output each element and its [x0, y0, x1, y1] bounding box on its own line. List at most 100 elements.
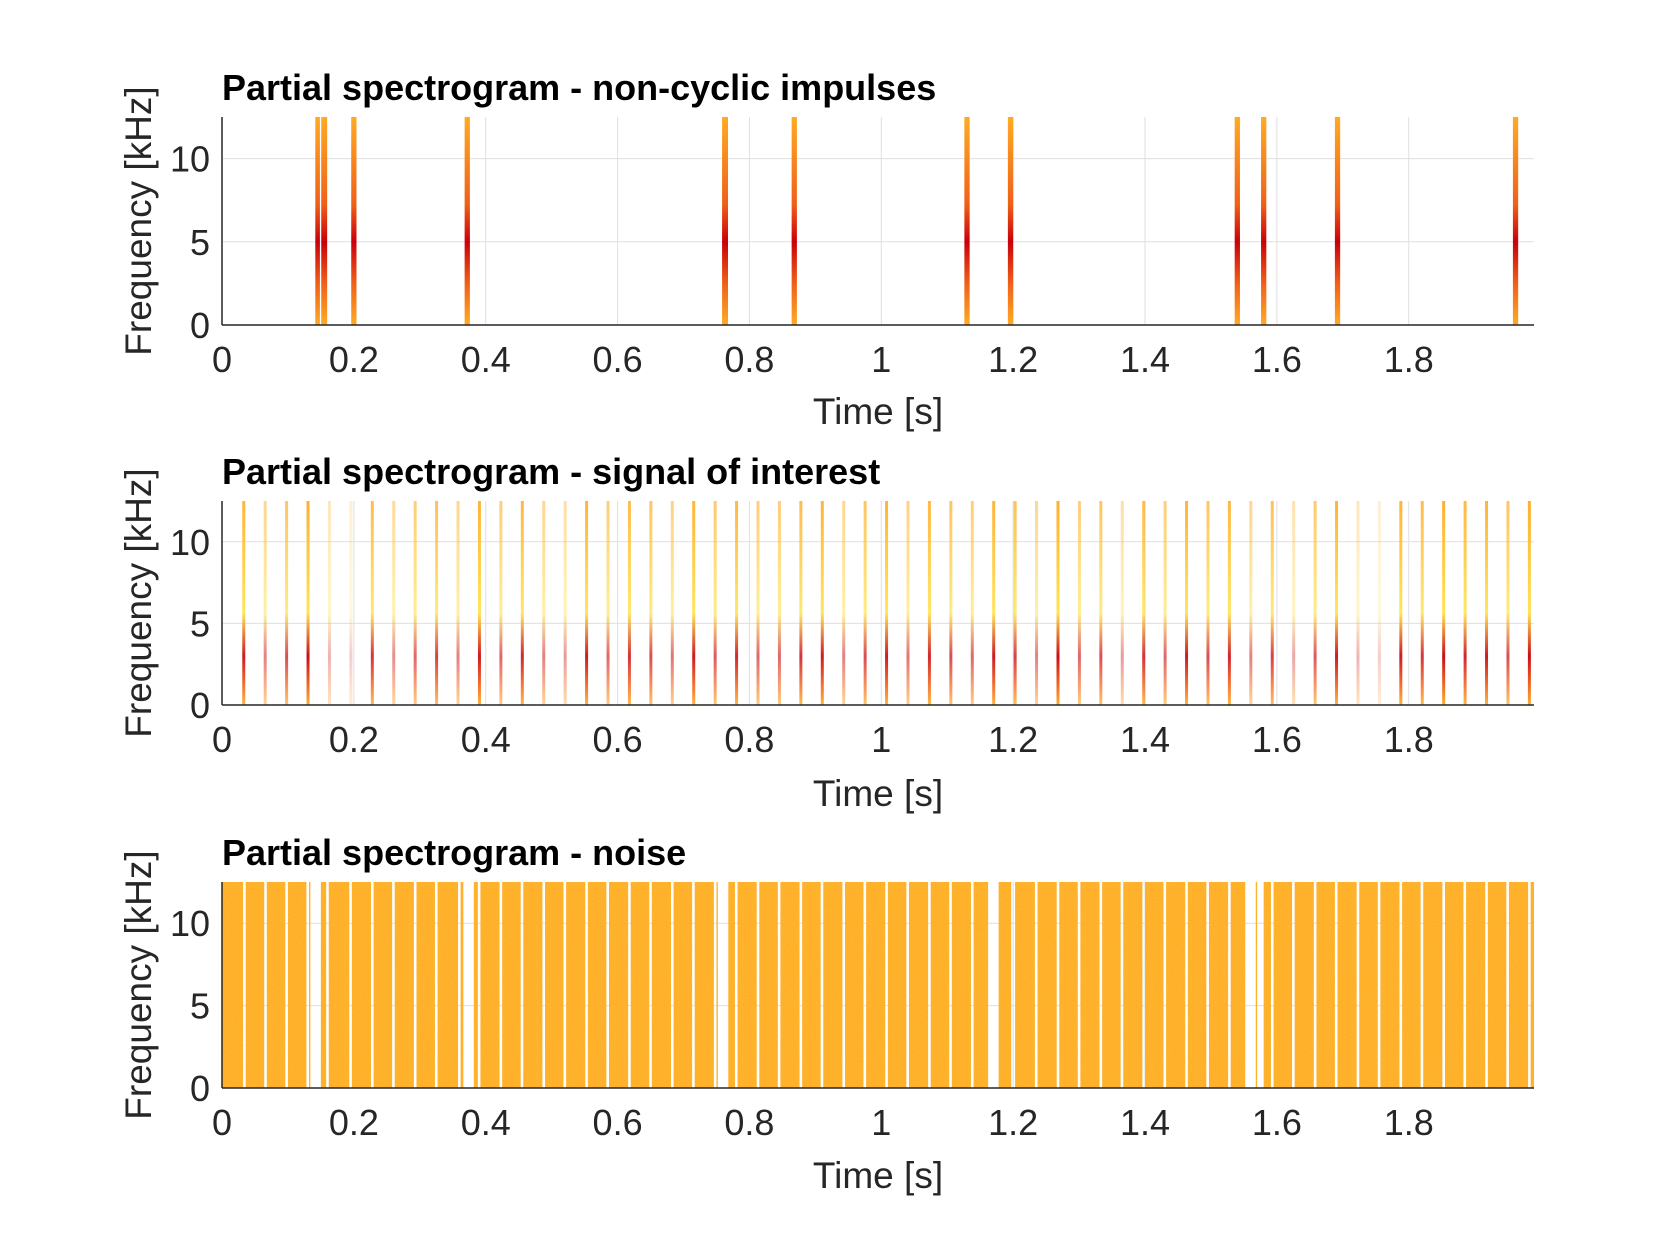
signal-pulse: [392, 501, 396, 705]
signal-pulse: [520, 501, 524, 705]
noise-texture: [1337, 882, 1357, 1088]
noise-texture: [802, 882, 821, 1088]
signal-pulse: [1442, 501, 1446, 705]
signal-pulse: [756, 501, 760, 705]
noise-texture: [1037, 882, 1057, 1088]
noise-texture: [1263, 882, 1271, 1088]
impulse-band: [964, 117, 970, 325]
x-tick-label: 0: [212, 1102, 232, 1143]
x-tick-label: 0.4: [461, 339, 511, 380]
noise-segment: [1230, 882, 1246, 1088]
noise-texture: [716, 882, 718, 1088]
x-axis-label: Time [s]: [813, 391, 943, 432]
x-tick-label: 0: [212, 339, 232, 380]
x-axis-label: Time [s]: [813, 773, 943, 814]
noise-segment: [1123, 882, 1143, 1088]
x-tick-label: 1.8: [1384, 1102, 1434, 1143]
noise-segment: [1423, 882, 1443, 1088]
signal-pulse: [1227, 501, 1231, 705]
signal-pulse: [499, 501, 503, 705]
noise-texture: [930, 882, 950, 1088]
signal-pulse: [627, 501, 631, 705]
noise-segment: [728, 882, 735, 1088]
noise-texture: [780, 882, 800, 1088]
noise-segment: [287, 882, 307, 1088]
signal-pulse: [585, 501, 589, 705]
noise-texture: [523, 882, 543, 1088]
noise-texture: [309, 882, 311, 1088]
noise-texture: [1145, 882, 1164, 1088]
signal-pulse: [285, 501, 289, 705]
noise-texture: [473, 882, 478, 1088]
signal-pulse: [1185, 501, 1189, 705]
noise-segment: [1380, 882, 1400, 1088]
x-axis-label: Time [s]: [813, 1155, 943, 1196]
y-axis-label: Frequency [kHz]: [118, 850, 159, 1119]
noise-segment: [587, 882, 607, 1088]
signal-pulse: [927, 501, 931, 705]
x-tick-label: 1.4: [1120, 339, 1170, 380]
noise-segment: [222, 882, 244, 1088]
noise-texture: [1380, 882, 1400, 1088]
noise-segment: [930, 882, 950, 1088]
noise-segment: [1059, 882, 1078, 1088]
noise-segment: [1337, 882, 1357, 1088]
signal-pulse: [306, 501, 310, 705]
noise-segment: [973, 882, 989, 1088]
noise-texture: [1208, 882, 1229, 1088]
impulse-band: [315, 117, 320, 325]
noise-texture: [266, 882, 286, 1088]
noise-segment: [1294, 882, 1314, 1088]
noise-texture: [1530, 882, 1534, 1088]
noise-segment: [845, 882, 864, 1088]
noise-segment: [694, 882, 714, 1088]
noise-segment: [1273, 882, 1293, 1088]
y-tick-labels: 0 5 10: [170, 522, 210, 726]
x-tick-label: 0: [212, 719, 232, 760]
noise-segment: [1508, 882, 1529, 1088]
signal-pulse: [1120, 501, 1124, 705]
x-tick-label: 0.8: [724, 339, 774, 380]
signal-pulse: [1527, 501, 1531, 705]
x-tick-label: 1.2: [988, 719, 1038, 760]
x-tick-labels: 0 0.2 0.4 0.6 0.8 1 1.2 1.4 1.6 1.8: [212, 339, 1434, 380]
y-tick-label: 0: [190, 305, 210, 346]
noise-segment: [437, 882, 459, 1088]
noise-segment: [802, 882, 821, 1088]
x-tick-label: 1: [871, 719, 891, 760]
noise-segment: [373, 882, 393, 1088]
signal-pulse: [670, 501, 674, 705]
signal-pulse: [1249, 501, 1253, 705]
x-tick-label: 0.4: [461, 1102, 511, 1143]
spectrogram-image: [315, 117, 1519, 325]
spectrogram-image: [242, 501, 1531, 705]
noise-segment: [1263, 882, 1271, 1088]
signal-pulse: [970, 501, 974, 705]
y-tick-label: 5: [190, 603, 210, 644]
signal-pulse: [370, 501, 374, 705]
signal-pulse: [1099, 501, 1103, 705]
noise-segment: [1187, 882, 1207, 1088]
x-tick-label: 1.8: [1384, 339, 1434, 380]
noise-texture: [1273, 882, 1293, 1088]
impulse-band: [1261, 117, 1267, 325]
noise-segment: [545, 882, 564, 1088]
noise-texture: [1166, 882, 1186, 1088]
noise-segment: [416, 882, 435, 1088]
y-tick-label: 5: [190, 986, 210, 1027]
signal-pulse: [1163, 501, 1167, 705]
x-tick-label: 1.8: [1384, 719, 1434, 760]
signal-pulse: [327, 501, 331, 705]
noise-segment: [951, 882, 971, 1088]
signal-pulse: [1077, 501, 1081, 705]
noise-segment: [1359, 882, 1378, 1088]
noise-segment: [328, 882, 350, 1088]
panel-noise: Partial spectrogram - noise 0 0.2 0.4 0.6 0.…: [118, 832, 1534, 1196]
noise-texture: [651, 882, 671, 1088]
noise-texture: [1487, 882, 1507, 1088]
noise-segment: [737, 882, 757, 1088]
x-tick-label: 1.4: [1120, 1102, 1170, 1143]
signal-pulse: [1270, 501, 1274, 705]
signal-pulse: [263, 501, 267, 705]
x-tick-labels: 0 0.2 0.4 0.6 0.8 1 1.2 1.4 1.6 1.8: [212, 719, 1434, 760]
